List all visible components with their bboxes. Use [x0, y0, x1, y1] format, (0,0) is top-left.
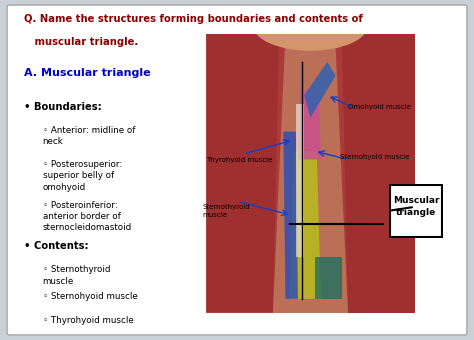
Text: • Boundaries:: • Boundaries:	[24, 102, 101, 112]
Text: Muscular
triangle: Muscular triangle	[392, 196, 439, 217]
Text: • Contents:: • Contents:	[24, 241, 88, 251]
Ellipse shape	[253, 1, 368, 51]
Text: ◦ Thyrohyoid muscle: ◦ Thyrohyoid muscle	[43, 316, 133, 325]
FancyBboxPatch shape	[390, 185, 442, 237]
Polygon shape	[296, 104, 304, 257]
Polygon shape	[273, 34, 348, 313]
Text: A. Muscular triangle: A. Muscular triangle	[24, 68, 150, 78]
Polygon shape	[304, 62, 336, 118]
Text: ◦ Sternohyoid muscle: ◦ Sternohyoid muscle	[43, 292, 137, 301]
Text: muscular triangle.: muscular triangle.	[24, 37, 138, 47]
Polygon shape	[315, 257, 342, 299]
Polygon shape	[290, 151, 321, 299]
Text: Thyrohyoid muscle: Thyrohyoid muscle	[206, 157, 273, 163]
Polygon shape	[336, 34, 415, 313]
Text: ◦ Sternothyroid
muscle: ◦ Sternothyroid muscle	[43, 265, 110, 286]
Text: ◦ Anterior: midline of
neck: ◦ Anterior: midline of neck	[43, 126, 135, 146]
Polygon shape	[283, 132, 298, 299]
Polygon shape	[206, 34, 285, 313]
Text: ◦ Posteroinferior:
anterior border of
sternocleidomastoid: ◦ Posteroinferior: anterior border of st…	[43, 201, 132, 233]
Text: ◦ Posterosuperior:
superior belly of
omohyoid: ◦ Posterosuperior: superior belly of omo…	[43, 160, 122, 192]
Text: Sternothyroid
muscle: Sternothyroid muscle	[202, 204, 250, 218]
Polygon shape	[298, 90, 321, 159]
Text: Q. Name the structures forming boundaries and contents of: Q. Name the structures forming boundarie…	[24, 14, 363, 23]
Text: Omohyoid muscle: Omohyoid muscle	[348, 104, 411, 110]
Text: Sternohyoid muscle: Sternohyoid muscle	[340, 154, 409, 160]
